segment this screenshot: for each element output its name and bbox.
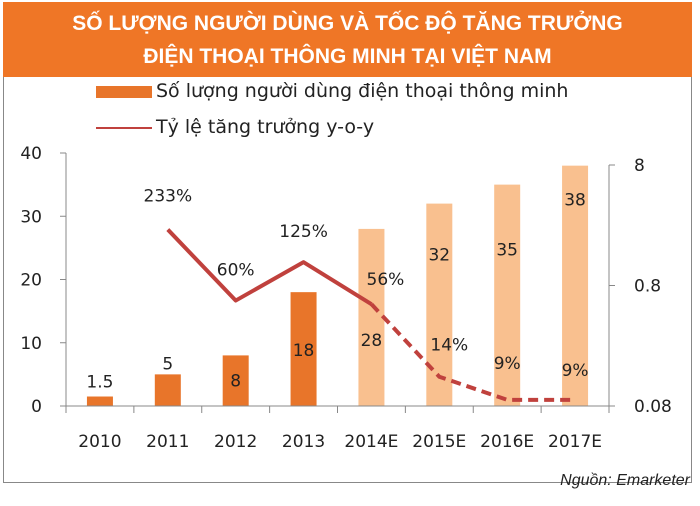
x-tick-label: 2014E bbox=[344, 432, 398, 452]
x-tick-label: 2012 bbox=[214, 432, 257, 452]
bar-label: 38 bbox=[564, 191, 586, 211]
x-tick-label: 2016E bbox=[480, 432, 534, 452]
left-tick-label: 30 bbox=[20, 207, 42, 227]
legend-label-bars: Số lượng người dùng điện thoại thông min… bbox=[156, 80, 569, 102]
x-tick-label: 2015E bbox=[412, 432, 466, 452]
growth-line-forecast bbox=[369, 302, 576, 402]
left-tick-label: 20 bbox=[20, 271, 42, 291]
legend-swatch-bar bbox=[96, 85, 152, 98]
bar-label: 32 bbox=[428, 246, 450, 266]
x-tick-label: 2010 bbox=[78, 432, 121, 452]
bar-2015E bbox=[426, 203, 453, 406]
right-tick-label: 0.8 bbox=[634, 277, 661, 297]
bar-2011 bbox=[154, 374, 181, 406]
legend-label-line: Tỷ lệ tăng trưởng y-o-y bbox=[156, 116, 375, 138]
growth-label: 56% bbox=[367, 270, 405, 290]
growth-label: 9% bbox=[562, 361, 589, 381]
growth-line-actual bbox=[166, 228, 373, 306]
bar-label: 18 bbox=[293, 341, 315, 361]
source-note: Nguồn: Emarketer bbox=[560, 472, 690, 489]
legend-item-bars: Số lượng người dùng điện thoại thông min… bbox=[96, 80, 568, 102]
bar-2014E bbox=[358, 228, 385, 406]
chart-title: SỐ LƯỢNG NGƯỜI DÙNG VÀ TỐC ĐỘ TĂNG TRƯỞN… bbox=[3, 2, 692, 77]
legend-item-line: Tỷ lệ tăng trưởng y-o-y bbox=[96, 116, 374, 138]
title-line-1: SỐ LƯỢNG NGƯỜI DÙNG VÀ TỐC ĐỘ TĂNG TRƯỞN… bbox=[72, 12, 623, 35]
x-tick-label: 2011 bbox=[146, 432, 189, 452]
bar-2013 bbox=[290, 292, 317, 406]
left-tick-label: 40 bbox=[20, 144, 42, 164]
left-tick-label: 10 bbox=[20, 334, 42, 354]
right-tick-label: 8 bbox=[634, 156, 645, 176]
x-tick-label: 2017E bbox=[548, 432, 602, 452]
bar-label: 35 bbox=[496, 241, 518, 261]
legend-swatch-line bbox=[96, 126, 152, 129]
growth-label: 125% bbox=[279, 222, 328, 242]
bar-label: 8 bbox=[230, 371, 241, 391]
bar-2010 bbox=[86, 396, 113, 406]
bar-label: 1.5 bbox=[86, 373, 113, 393]
right-tick-label: 0.08 bbox=[634, 397, 672, 417]
growth-label: 9% bbox=[494, 354, 521, 374]
title-line-2: ĐIỆN THOẠI THÔNG MINH TẠI VIỆT NAM bbox=[143, 45, 552, 68]
bar-label: 5 bbox=[162, 354, 173, 374]
bar-2016E bbox=[494, 184, 521, 406]
growth-label: 14% bbox=[430, 336, 468, 356]
growth-label: 233% bbox=[144, 187, 193, 207]
bar-label: 28 bbox=[361, 331, 383, 351]
left-tick-label: 0 bbox=[31, 397, 42, 417]
bar-2017E bbox=[562, 165, 589, 406]
growth-label: 60% bbox=[217, 261, 255, 281]
bar-2012 bbox=[222, 355, 249, 406]
x-tick-label: 2013 bbox=[282, 432, 325, 452]
